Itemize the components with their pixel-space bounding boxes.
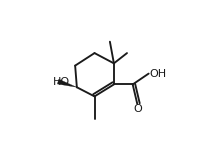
Text: HO: HO: [53, 77, 70, 87]
Polygon shape: [57, 79, 77, 87]
Text: O: O: [133, 104, 142, 115]
Text: OH: OH: [149, 69, 166, 79]
